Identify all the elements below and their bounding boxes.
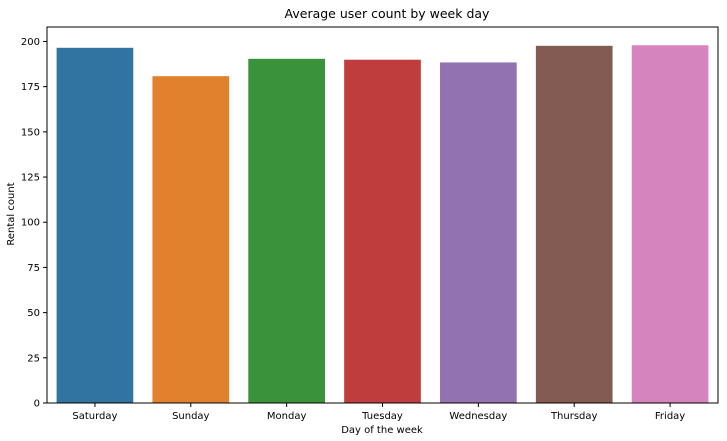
y-tick-label: 150 bbox=[21, 127, 40, 138]
bar-friday bbox=[631, 45, 709, 403]
x-tick-label: Saturday bbox=[72, 411, 117, 422]
y-axis: 0 25 50 75 100 125 150 175 200 bbox=[21, 37, 47, 410]
y-tick-label: 100 bbox=[21, 218, 40, 229]
x-axis: Saturday Sunday Monday Tuesday Wednesday Thur… bbox=[72, 403, 685, 422]
x-tick-label: Tuesday bbox=[361, 411, 403, 422]
x-tick-label: Monday bbox=[267, 411, 307, 422]
plot-frame bbox=[46, 26, 719, 404]
y-tick-label: 25 bbox=[27, 353, 40, 364]
bar-monday bbox=[248, 58, 325, 404]
bar-thursday bbox=[535, 45, 613, 404]
y-axis-label: Rental count bbox=[6, 182, 17, 245]
bar-wednesday bbox=[440, 62, 517, 403]
bar-sunday bbox=[152, 76, 230, 404]
bar-saturday bbox=[56, 47, 134, 404]
x-tick-label: Wednesday bbox=[449, 411, 507, 422]
y-tick-label: 175 bbox=[21, 82, 40, 93]
x-tick-label: Thursday bbox=[550, 411, 598, 422]
x-tick-label: Friday bbox=[655, 411, 685, 422]
chart-title: Average user count by week day bbox=[285, 6, 490, 21]
bar-tuesday bbox=[344, 59, 421, 403]
x-tick-label: Sunday bbox=[172, 411, 209, 422]
y-tick-label: 75 bbox=[27, 263, 40, 274]
y-tick-label: 0 bbox=[34, 399, 40, 410]
y-tick-label: 125 bbox=[21, 173, 40, 184]
bars-group bbox=[56, 45, 709, 404]
y-tick-label: 50 bbox=[27, 308, 40, 319]
x-axis-label: Day of the week bbox=[341, 425, 423, 436]
y-tick-label: 200 bbox=[21, 37, 40, 48]
